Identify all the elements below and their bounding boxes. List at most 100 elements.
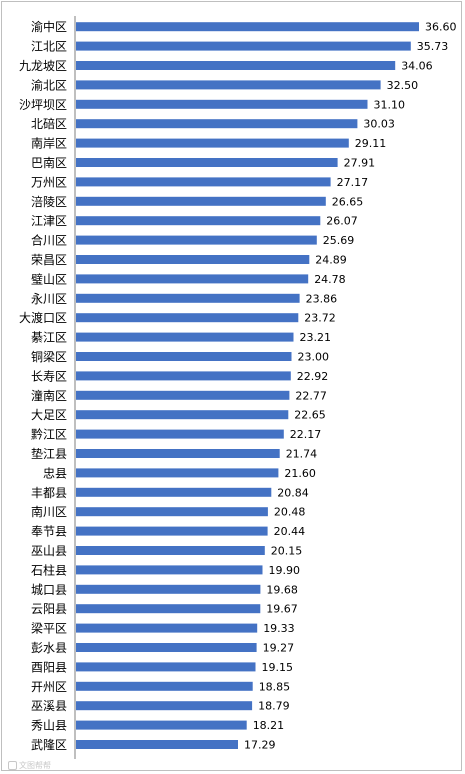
value-label: 18.85: [259, 680, 291, 693]
bar: [76, 526, 268, 536]
camera-logo-icon: [8, 761, 17, 770]
category-label: 璧山区: [31, 271, 67, 286]
bar: [76, 22, 419, 32]
value-label: 29.11: [355, 137, 387, 150]
category-label: 云阳县: [31, 602, 67, 616]
value-label: 20.44: [274, 525, 306, 538]
category-label: 潼南区: [31, 388, 67, 403]
bar: [76, 177, 331, 187]
category-label: 奉节县: [31, 525, 67, 539]
value-label: 19.67: [266, 603, 298, 616]
value-label: 18.79: [258, 700, 290, 713]
value-label: 23.21: [300, 331, 332, 344]
category-label: 黔江区: [31, 427, 67, 442]
bar: [76, 390, 290, 400]
value-label: 17.29: [244, 739, 276, 752]
category-label: 沙坪坝区: [19, 98, 67, 112]
bar: [76, 584, 261, 594]
bar: [76, 371, 291, 381]
value-label: 19.27: [263, 642, 295, 655]
value-label: 19.68: [266, 583, 298, 596]
category-label: 江北区: [31, 40, 67, 54]
value-label: 30.03: [363, 118, 395, 131]
category-label: 南岸区: [31, 136, 67, 151]
bar: [76, 643, 257, 652]
bar: [76, 158, 338, 167]
category-label: 合川区: [31, 233, 67, 248]
bar: [76, 313, 299, 323]
value-label: 20.84: [277, 486, 309, 499]
bar: [76, 80, 381, 90]
value-label: 31.10: [374, 98, 406, 111]
bar: [76, 429, 284, 439]
value-label: 27.91: [344, 157, 376, 170]
bar: [76, 701, 253, 711]
value-label: 23.00: [298, 351, 330, 364]
bar: [76, 138, 349, 148]
value-label: 22.92: [297, 370, 329, 383]
bar: [76, 623, 258, 633]
bar: [76, 61, 396, 70]
value-label: 35.73: [417, 40, 449, 53]
bar: [76, 196, 326, 206]
category-label: 铜梁区: [31, 349, 67, 364]
value-label: 18.21: [253, 719, 285, 732]
category-label: 万州区: [31, 175, 67, 189]
value-label: 26.65: [332, 195, 364, 208]
category-label: 渝北区: [31, 77, 67, 92]
category-label: 巴南区: [31, 155, 67, 170]
value-label: 23.86: [306, 292, 338, 305]
category-label: 垫江县: [31, 446, 67, 461]
category-label: 涪陵区: [31, 194, 67, 209]
bar: [76, 255, 310, 264]
bar: [76, 740, 238, 749]
category-label: 城口县: [31, 583, 67, 597]
value-label: 34.06: [401, 60, 433, 73]
category-label: 开州区: [31, 680, 67, 694]
value-label: 32.50: [387, 79, 419, 92]
value-label: 24.89: [315, 254, 347, 267]
value-label: 20.48: [274, 506, 306, 519]
category-label: 石柱县: [31, 562, 67, 577]
bar: [76, 41, 411, 51]
category-label: 彭水县: [31, 641, 67, 655]
category-label: 永川区: [31, 292, 67, 306]
bar: [76, 662, 256, 672]
category-label: 大渡口区: [19, 310, 67, 325]
category-label: 梁平区: [31, 621, 67, 636]
category-label: 武隆区: [31, 737, 67, 752]
value-label: 27.17: [337, 176, 369, 189]
value-label: 22.17: [290, 428, 322, 441]
value-label: 22.77: [295, 389, 327, 402]
bar: [76, 119, 358, 129]
bar: [76, 332, 294, 342]
category-label: 九龙坡区: [19, 59, 67, 73]
value-label: 36.60: [425, 21, 457, 34]
value-label: 21.60: [284, 467, 316, 480]
bar: [76, 468, 279, 478]
value-label: 22.65: [294, 409, 326, 422]
bars-group: [76, 22, 419, 749]
value-label: 23.72: [304, 312, 336, 325]
value-label: 26.07: [326, 215, 358, 228]
bar: [76, 235, 317, 245]
bar: [76, 99, 368, 109]
bar: [76, 604, 261, 614]
category-label: 荣昌区: [31, 253, 67, 267]
value-label: 20.15: [271, 545, 303, 558]
value-label: 19.33: [263, 622, 295, 635]
bar: [76, 681, 253, 691]
value-label: 25.69: [323, 234, 355, 247]
category-label: 巫溪县: [31, 699, 67, 713]
category-label: 南川区: [31, 504, 67, 519]
category-labels-group: 渝中区江北区九龙坡区渝北区沙坪坝区北碚区南岸区巴南区万州区涪陵区江津区合川区荣昌…: [19, 19, 67, 752]
category-label: 渝中区: [31, 19, 67, 34]
value-label: 21.74: [286, 448, 318, 461]
category-label: 江津区: [31, 214, 67, 228]
value-label: 19.15: [262, 661, 294, 674]
bar: [76, 720, 247, 730]
value-labels-group: 36.60 35.73 34.06 32.50 31.10 30.03 29.11 27.91…: [244, 21, 457, 752]
bar: [76, 216, 321, 226]
value-label: 24.78: [314, 273, 346, 286]
